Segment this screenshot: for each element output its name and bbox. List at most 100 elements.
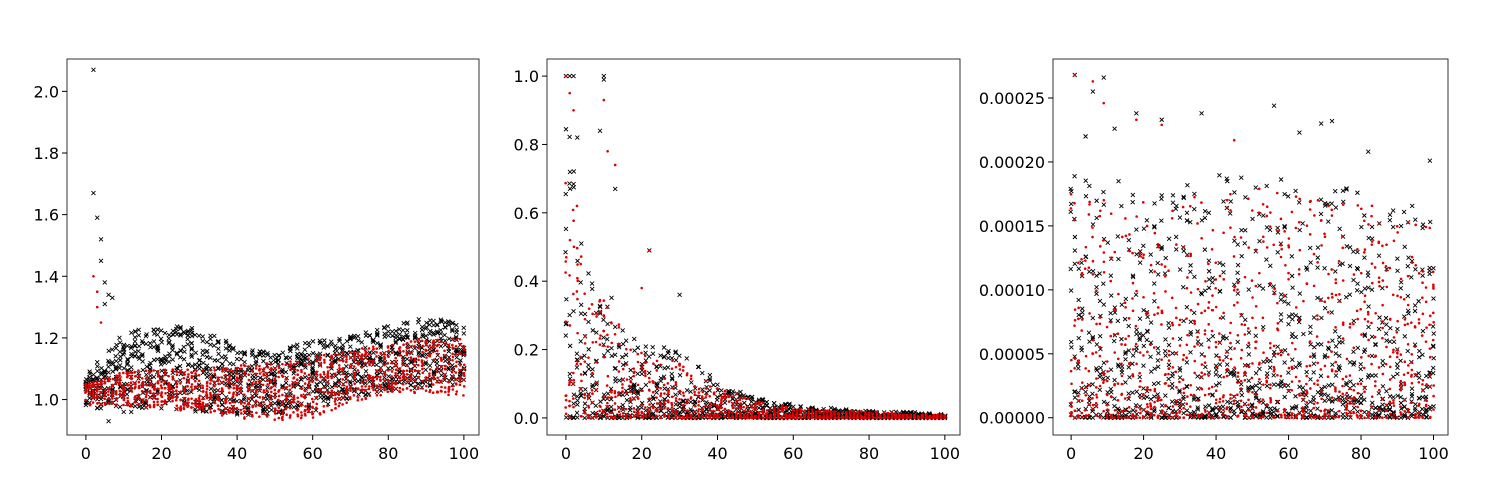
data-point (160, 386, 164, 390)
data-point (413, 344, 416, 348)
data-point (136, 348, 141, 354)
data-point (296, 400, 300, 403)
data-point (731, 411, 734, 414)
data-point (103, 388, 107, 392)
data-point (1210, 406, 1216, 411)
data-point (575, 204, 579, 208)
data-point (390, 361, 394, 365)
data-point (284, 363, 288, 367)
data-point (1210, 275, 1216, 281)
data-point (1177, 388, 1182, 393)
data-point (571, 308, 576, 314)
data-point (1134, 227, 1139, 232)
data-point (650, 344, 656, 350)
data-point (417, 369, 420, 373)
data-point (247, 378, 251, 382)
data-point (416, 387, 420, 390)
data-point (223, 346, 229, 351)
data-point (731, 406, 735, 410)
data-point (435, 370, 439, 374)
data-point (1166, 342, 1172, 348)
data-point (708, 394, 711, 398)
data-point (197, 363, 202, 368)
data-point (734, 399, 738, 402)
data-point (678, 368, 682, 371)
data-point (247, 408, 250, 412)
data-point (178, 333, 183, 338)
data-point (337, 353, 341, 356)
data-point (382, 360, 388, 365)
data-point (375, 385, 379, 388)
data-point (1105, 409, 1110, 415)
data-point (208, 372, 213, 377)
data-point (833, 416, 837, 419)
data-point (705, 387, 708, 390)
data-point (1148, 320, 1154, 325)
data-point (99, 321, 103, 324)
data-point (141, 400, 145, 404)
data-point (202, 408, 205, 412)
data-point (247, 413, 250, 416)
data-point (1206, 285, 1212, 291)
data-point (462, 385, 466, 388)
data-point (402, 343, 405, 347)
data-point (436, 366, 439, 370)
data-point (389, 329, 395, 334)
data-point (455, 338, 459, 341)
data-point (1224, 362, 1230, 367)
data-point (1155, 358, 1161, 363)
data-point (333, 391, 337, 395)
data-point (1148, 354, 1153, 360)
data-point (238, 350, 244, 355)
data-point (417, 355, 420, 358)
data-point (563, 415, 569, 420)
data-point (578, 302, 584, 308)
data-point (166, 359, 172, 365)
data-point (420, 364, 424, 368)
data-point (322, 353, 326, 357)
data-point (632, 407, 636, 410)
data-point (398, 346, 402, 349)
data-point (186, 368, 189, 372)
data-point (277, 375, 280, 379)
data-point (643, 350, 648, 356)
data-point (276, 353, 282, 358)
data-point (568, 238, 572, 242)
data-point (145, 376, 148, 379)
data-point (382, 375, 387, 380)
data-point (1112, 310, 1118, 315)
data-point (576, 279, 580, 283)
data-point (1133, 292, 1139, 298)
data-point (175, 407, 179, 411)
data-point (442, 324, 448, 330)
data-point (571, 73, 576, 79)
data-point (811, 410, 814, 414)
data-point (746, 410, 750, 413)
data-point (636, 395, 639, 399)
data-point (720, 400, 723, 404)
data-point (179, 382, 182, 385)
data-point (461, 325, 467, 331)
data-point (333, 384, 337, 388)
data-point (629, 397, 632, 400)
data-point (428, 372, 431, 375)
data-point (189, 340, 194, 346)
data-point (322, 386, 326, 389)
data-point (602, 315, 606, 318)
data-point (669, 377, 675, 382)
data-point (88, 382, 91, 385)
data-point (856, 410, 859, 414)
data-point (575, 290, 579, 293)
data-point (288, 406, 292, 410)
data-point (269, 363, 273, 366)
data-point (400, 337, 406, 343)
data-point (1170, 193, 1176, 198)
data-point (601, 317, 606, 323)
data-point (277, 371, 280, 374)
data-point (140, 367, 146, 373)
data-point (144, 332, 149, 337)
data-point (746, 412, 749, 416)
data-point (431, 350, 435, 354)
data-point (224, 410, 228, 414)
